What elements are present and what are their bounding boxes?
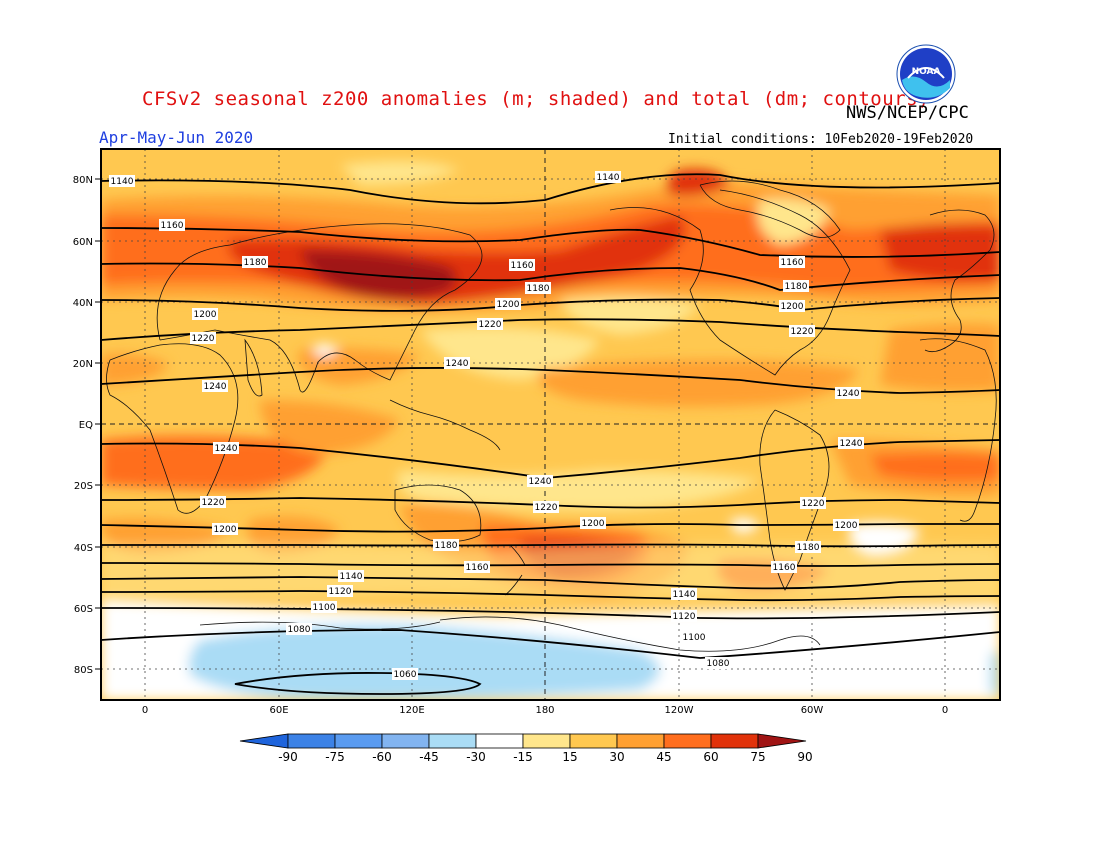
coastlines (106, 180, 997, 652)
noaa-logo: NOAA (896, 44, 956, 104)
contour-label: 1080 (288, 625, 311, 635)
contour-label: 1200 (835, 521, 858, 531)
contour-label: 1220 (192, 334, 215, 344)
latitude-axis: 80N 60N 40N 20N EQ 20S 40S 60S 80S (73, 175, 93, 676)
total-contours (101, 173, 1000, 695)
colorbar-tick-label: -45 (419, 750, 439, 764)
colorbar-arrow-right (757, 733, 807, 749)
longitude-axis: 0 60E 120E 180 120W 60W 0 (142, 705, 948, 716)
lat-label: 60N (73, 237, 93, 248)
colorbar: -90 -75 -60 -45 -30 -15 15 30 45 60 75 90 (239, 733, 813, 764)
contour-label: 1140 (673, 590, 696, 600)
contour-label: 1240 (840, 439, 863, 449)
contour-label: 1200 (497, 300, 520, 310)
colorbar-arrow-left (239, 733, 289, 749)
colorbar-swatch (334, 733, 383, 749)
contour-label: 1220 (791, 327, 814, 337)
lat-label: 80S (74, 665, 93, 676)
contour-label: 1160 (511, 261, 534, 271)
lon-label: 120W (665, 705, 694, 716)
contour-label: 1220 (535, 503, 558, 513)
lat-label: 40N (73, 298, 93, 309)
initial-conditions: Initial conditions: 10Feb2020-19Feb2020 (668, 132, 974, 147)
lat-label: EQ (79, 420, 93, 431)
lon-label: 60W (801, 705, 824, 716)
colorbar-tick-label: -15 (513, 750, 533, 764)
contour-labels: 1140 1140 1160 1160 1160 1180 1180 1180 … (109, 171, 864, 680)
contour-label: 1120 (673, 612, 696, 622)
colorbar-swatch (428, 733, 477, 749)
colorbar-tick-label: -30 (466, 750, 486, 764)
map-title: CFSv2 seasonal z200 anomalies (m; shaded… (142, 88, 930, 110)
shaded-anomalies: 1140 1140 1160 1160 1160 1180 1180 1180 … (101, 149, 1000, 700)
contour-label: 1240 (215, 444, 238, 454)
contour-label: 1220 (479, 320, 502, 330)
contour-label: 1240 (529, 477, 552, 487)
colorbar-swatch (287, 733, 336, 749)
colorbar-tick-label: 90 (797, 750, 812, 764)
colorbar-tick-label: 45 (656, 750, 671, 764)
contour-label: 1180 (527, 284, 550, 294)
colorbar-swatch (710, 733, 759, 749)
lon-label: 120E (399, 705, 424, 716)
contour-label: 1200 (781, 302, 804, 312)
contour-label: 1180 (435, 541, 458, 551)
colorbar-tick-label: 15 (562, 750, 577, 764)
contour-label: 1120 (329, 587, 352, 597)
contour-label: 1160 (773, 563, 796, 573)
colorbar-tick-label: -90 (278, 750, 298, 764)
colorbar-swatch (522, 733, 571, 749)
noaa-logo-text: NOAA (912, 67, 941, 77)
lon-label: 0 (142, 705, 148, 716)
colorbar-swatch (381, 733, 430, 749)
contour-label: 1240 (837, 389, 860, 399)
contour-label: 1160 (466, 563, 489, 573)
contour-label: 1140 (597, 173, 620, 183)
forecast-period: Apr-May-Jun 2020 (99, 128, 254, 147)
colorbar-swatch (475, 733, 524, 749)
contour-label: 1200 (194, 310, 217, 320)
colorbar-swatch (616, 733, 665, 749)
colorbar-swatch (663, 733, 712, 749)
contour-label: 1140 (111, 177, 134, 187)
contour-label: 1200 (582, 519, 605, 529)
contour-label: 1100 (313, 603, 336, 613)
contour-label: 1200 (214, 525, 237, 535)
contour-label: 1240 (204, 382, 227, 392)
contour-label: 1160 (161, 221, 184, 231)
lat-label: 80N (73, 175, 93, 186)
contour-label: 1060 (394, 670, 417, 680)
colorbar-tick-label: 75 (750, 750, 765, 764)
lat-label: 40S (74, 543, 93, 554)
contour-label: 1180 (797, 543, 820, 553)
colorbar-swatch (569, 733, 618, 749)
agency-label: NWS/NCEP/CPC (846, 103, 969, 123)
colorbar-tick-label: -60 (372, 750, 392, 764)
contour-label: 1220 (202, 498, 225, 508)
lon-label: 180 (535, 705, 554, 716)
colorbar-tick-label: -75 (325, 750, 345, 764)
contour-label: 1180 (244, 258, 267, 268)
contour-label: 1220 (802, 499, 825, 509)
lat-label: 20S (74, 481, 93, 492)
lon-label: 60E (269, 705, 288, 716)
contour-label: 1080 (707, 659, 730, 669)
contour-label: 1240 (446, 359, 469, 369)
lat-label: 20N (73, 359, 93, 370)
colorbar-tick-label: 30 (609, 750, 624, 764)
lon-label: 0 (942, 705, 948, 716)
contour-label: 1180 (785, 282, 808, 292)
contour-label: 1140 (340, 572, 363, 582)
latitude-ticks (95, 178, 101, 670)
contour-label: 1160 (781, 258, 804, 268)
lat-label: 60S (74, 604, 93, 615)
contour-label: 1100 (683, 633, 706, 643)
reference-lines (101, 149, 1000, 700)
colorbar-tick-label: 60 (703, 750, 718, 764)
